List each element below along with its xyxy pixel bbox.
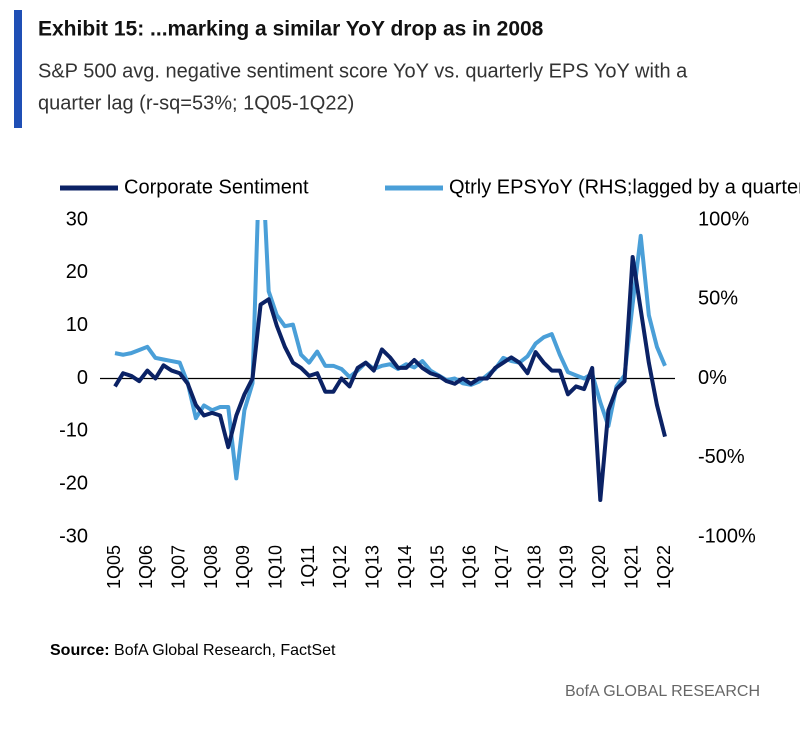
x-tick-label: 1Q21 (621, 545, 641, 589)
x-tick-label: 1Q09 (233, 545, 253, 589)
x-tick-label: 1Q12 (330, 545, 350, 589)
x-tick-label: 1Q18 (524, 545, 544, 589)
x-tick-label: 1Q13 (363, 545, 383, 589)
subtitle: quarter lag (r-sq=53%; 1Q05-1Q22) (38, 92, 354, 114)
y2-tick-label: 50% (698, 288, 738, 310)
source-text: BofA Global Research, FactSet (114, 642, 336, 659)
subtitle: S&P 500 avg. negative sentiment score Yo… (38, 60, 688, 82)
y-tick-label: 20 (66, 261, 88, 283)
x-tick-label: 1Q20 (589, 545, 609, 589)
series-line (113, 254, 667, 503)
y2-tick-label: 100% (698, 208, 749, 230)
accent-bar (14, 10, 22, 128)
brand: BofA GLOBAL RESEARCH (565, 683, 760, 700)
y-tick-label: 10 (66, 314, 88, 336)
x-tick-label: 1Q05 (104, 545, 124, 589)
x-tick-label: 1Q06 (136, 545, 156, 589)
x-tick-label: 1Q16 (460, 545, 480, 589)
x-tick-label: 1Q19 (557, 545, 577, 589)
y-tick-label: -30 (59, 525, 88, 547)
plot-area (113, 220, 667, 503)
x-tick-label: 1Q10 (266, 545, 286, 589)
legend-label: Qtrly EPSYoY (RHS;lagged by a quarter) (449, 176, 800, 198)
y2-tick-label: -50% (698, 446, 745, 468)
x-tick-label: 1Q17 (492, 545, 512, 589)
y2-tick-label: -100% (698, 525, 756, 547)
source-label: Source: (50, 642, 110, 659)
source: Source: BofA Global Research, FactSet (50, 642, 336, 659)
y-tick-label: 0 (77, 367, 88, 389)
y-tick-label: -10 (59, 420, 88, 442)
x-tick-label: 1Q07 (168, 545, 188, 589)
title: Exhibit 15: ...marking a similar YoY dro… (38, 18, 544, 41)
y2-tick-label: 0% (698, 367, 727, 389)
legend-label: Corporate Sentiment (124, 176, 309, 198)
series-line (114, 220, 667, 481)
x-tick-label: 1Q15 (427, 545, 447, 589)
x-tick-label: 1Q14 (395, 545, 415, 589)
y-tick-label: -20 (59, 472, 88, 494)
x-tick-label: 1Q08 (201, 545, 221, 589)
y-tick-label: 30 (66, 208, 88, 230)
x-tick-label: 1Q22 (654, 545, 674, 589)
x-tick-label: 1Q11 (298, 545, 318, 588)
